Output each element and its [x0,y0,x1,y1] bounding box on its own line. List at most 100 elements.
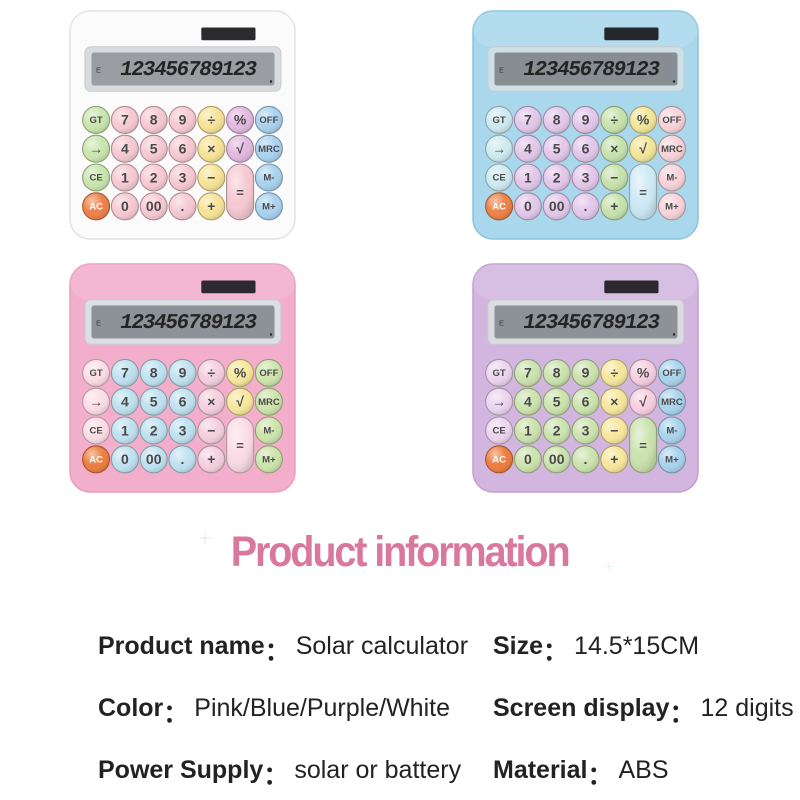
svg-text:M-: M- [666,173,677,184]
svg-text:E: E [499,66,504,75]
svg-text:00: 00 [549,451,565,467]
svg-text:OFF: OFF [662,115,681,126]
svg-text:=: = [639,438,647,453]
svg-text:AC: AC [492,202,506,213]
svg-text:%: % [234,112,247,128]
svg-text:0: 0 [121,451,129,467]
svg-text:=: = [236,438,244,453]
svg-text:−: − [207,422,215,438]
svg-text:5: 5 [150,140,158,156]
svg-text:M-: M- [263,426,274,437]
svg-text:4: 4 [121,140,129,156]
svg-text:÷: ÷ [610,365,618,381]
svg-text:+: + [207,198,215,214]
svg-text:4: 4 [524,140,532,156]
svg-text:OFF: OFF [259,115,278,126]
svg-text:M+: M+ [262,455,276,466]
svg-text:9: 9 [179,365,187,381]
svg-text:−: − [207,169,215,185]
svg-text:7: 7 [121,112,129,128]
svg-text:4: 4 [121,393,129,409]
svg-text:GT: GT [89,115,102,126]
svg-text:+: + [207,451,215,467]
svg-text:+: + [610,451,618,467]
svg-text:9: 9 [179,112,187,128]
svg-text:9: 9 [582,365,590,381]
svg-text:8: 8 [150,112,158,128]
svg-text:→: → [89,393,103,409]
svg-text:M-: M- [263,173,274,184]
svg-text:3: 3 [179,422,187,438]
svg-text:÷: ÷ [207,112,215,128]
svg-text:3: 3 [582,169,590,185]
svg-text:7: 7 [121,365,129,381]
svg-text:8: 8 [553,112,561,128]
svg-text:6: 6 [582,393,590,409]
svg-text:2: 2 [150,422,158,438]
svg-text:GT: GT [492,115,505,126]
svg-text:√: √ [236,140,244,156]
svg-text:00: 00 [549,198,565,214]
svg-text:00: 00 [146,198,162,214]
svg-text:6: 6 [179,140,187,156]
svg-text:8: 8 [150,365,158,381]
svg-text:CE: CE [492,426,505,437]
svg-text:√: √ [639,140,647,156]
svg-text:M+: M+ [262,202,276,213]
svg-text:AC: AC [89,202,103,213]
svg-text:MRC: MRC [661,397,683,408]
svg-text:×: × [207,393,215,409]
svg-text:0: 0 [524,198,532,214]
svg-text:7: 7 [524,112,532,128]
svg-text:.: . [584,198,588,214]
svg-text:7: 7 [524,365,532,381]
svg-text:×: × [610,393,618,409]
svg-text:123456789123: 123456789123 [521,58,661,82]
svg-text:E: E [96,319,101,328]
svg-text:.: . [584,451,588,467]
svg-text:123456789123: 123456789123 [118,311,258,335]
svg-text:M+: M+ [665,202,679,213]
svg-text:6: 6 [582,140,590,156]
svg-text:=: = [639,185,647,200]
svg-text:÷: ÷ [610,112,618,128]
svg-text:%: % [637,365,650,381]
svg-text:00: 00 [146,451,162,467]
svg-text:3: 3 [179,169,187,185]
svg-text:+: + [610,198,618,214]
svg-text:MRC: MRC [661,144,683,155]
svg-text:×: × [207,140,215,156]
svg-text:CE: CE [492,173,505,184]
svg-text:=: = [236,185,244,200]
svg-text:CE: CE [89,173,102,184]
svg-text:%: % [637,112,650,128]
svg-text:0: 0 [121,198,129,214]
svg-text:5: 5 [553,393,561,409]
svg-text:−: − [610,422,618,438]
svg-text:E: E [499,319,504,328]
svg-text:MRC: MRC [258,397,280,408]
svg-text:M-: M- [666,426,677,437]
svg-text:2: 2 [553,169,561,185]
svg-text:→: → [492,393,506,409]
svg-text:→: → [89,140,103,156]
svg-text:1: 1 [524,169,532,185]
svg-text:8: 8 [553,365,561,381]
svg-text:E: E [96,66,101,75]
svg-text:GT: GT [492,368,505,379]
svg-text:2: 2 [150,169,158,185]
svg-text:→: → [492,140,506,156]
svg-text:123456789123: 123456789123 [521,311,661,335]
svg-text:√: √ [639,393,647,409]
svg-text:123456789123: 123456789123 [118,58,258,82]
svg-text:OFF: OFF [662,368,681,379]
svg-text:0: 0 [524,451,532,467]
svg-text:GT: GT [89,368,102,379]
svg-text:4: 4 [524,393,532,409]
svg-text:1: 1 [121,422,129,438]
svg-text:÷: ÷ [207,365,215,381]
svg-text:×: × [610,140,618,156]
svg-text:%: % [234,365,247,381]
svg-text:5: 5 [150,393,158,409]
svg-text:3: 3 [582,422,590,438]
